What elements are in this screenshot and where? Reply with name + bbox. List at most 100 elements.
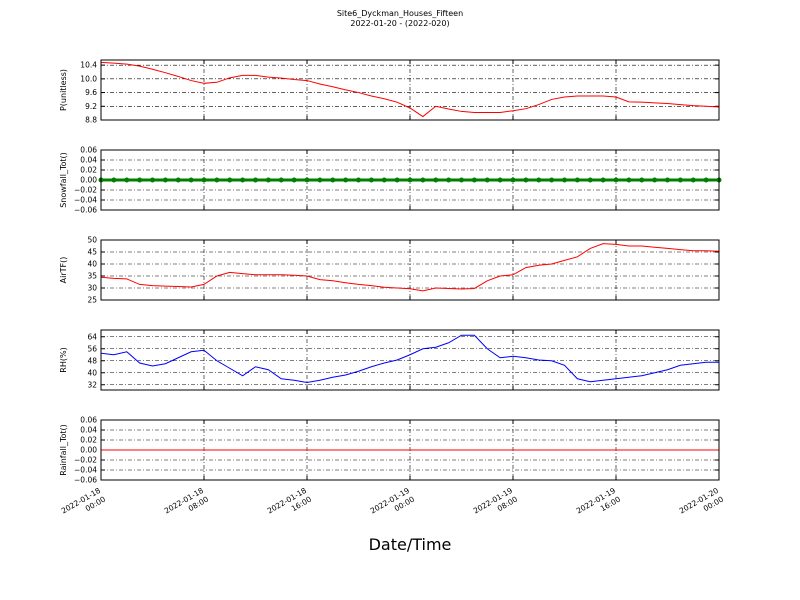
y-tick-label: 64 xyxy=(87,332,97,341)
series-marker xyxy=(240,177,246,183)
series-marker xyxy=(175,177,181,183)
series-marker xyxy=(677,177,683,183)
series-marker xyxy=(343,177,349,183)
series-marker xyxy=(317,177,323,183)
x-tick-label-text: 2022-01-2000:00 xyxy=(678,486,725,524)
x-tick-label-text: 2022-01-1900:00 xyxy=(369,486,416,524)
series-marker xyxy=(150,177,155,183)
x-tick-label: 2022-01-1908:00 xyxy=(472,486,519,524)
series-marker xyxy=(562,177,567,183)
y-tick-label: −0.04 xyxy=(74,466,97,475)
y-tick-label: 0.00 xyxy=(80,176,97,185)
series-marker xyxy=(613,177,619,183)
y-tick-label: 56 xyxy=(87,344,97,353)
series-marker xyxy=(459,177,464,183)
y-tick-label: 0.06 xyxy=(80,146,97,155)
series-marker xyxy=(394,177,400,183)
series-marker xyxy=(626,177,632,183)
y-tick-label: 0.00 xyxy=(80,446,97,455)
y-tick-label: 0.02 xyxy=(80,166,97,175)
series-marker xyxy=(510,177,516,183)
y-tick-label: 9.2 xyxy=(85,102,97,111)
chart-subtitle: 2022-01-20 - (2022-020) xyxy=(350,19,449,28)
y-tick-label: −0.02 xyxy=(74,186,97,195)
series-marker xyxy=(574,177,580,183)
series-marker xyxy=(549,177,555,183)
x-tick-label-text: 2022-01-1908:00 xyxy=(472,486,519,524)
y-tick-label: −0.02 xyxy=(74,456,97,465)
x-tick-label-text: 2022-01-1808:00 xyxy=(163,486,210,524)
y-tick-label: 9.6 xyxy=(85,88,97,97)
series-marker xyxy=(523,177,529,183)
y-tick-label: −0.04 xyxy=(74,196,97,205)
y-axis-label: Snowfall_Tot() xyxy=(59,152,68,208)
y-tick-label: 32 xyxy=(87,380,97,389)
y-tick-label: 35 xyxy=(87,272,97,281)
series-marker xyxy=(124,177,130,183)
plot-frame xyxy=(100,239,720,301)
series-marker xyxy=(201,177,207,183)
chart-title: Site6_Dyckman_Houses_Fifteen xyxy=(337,9,463,18)
y-axis-label: AirTF() xyxy=(59,257,68,284)
series-line xyxy=(100,61,720,118)
y-tick-label: −0.06 xyxy=(74,476,97,485)
series-marker xyxy=(368,177,374,183)
series-marker xyxy=(214,177,220,183)
y-tick-label: −0.06 xyxy=(74,206,97,215)
y-tick-label: 40 xyxy=(87,260,97,269)
x-tick-label-text: 2022-01-1800:00 xyxy=(60,486,107,524)
series-line xyxy=(100,243,720,292)
x-tick-label: 2022-01-2000:00 xyxy=(678,486,725,524)
y-tick-label: 40 xyxy=(87,368,97,377)
series-marker xyxy=(407,177,413,183)
series-marker xyxy=(253,177,258,183)
x-tick-label: 2022-01-1800:00 xyxy=(60,486,107,524)
series-marker xyxy=(471,177,477,183)
plot-frame xyxy=(100,329,720,391)
y-tick-label: 10.4 xyxy=(80,61,97,70)
y-tick-label: 0.06 xyxy=(80,416,97,425)
series-marker xyxy=(111,177,117,183)
y-tick-label: 30 xyxy=(87,284,97,293)
plot-frame xyxy=(100,59,720,121)
series-marker xyxy=(433,177,439,183)
x-tick-label-text: 2022-01-1816:00 xyxy=(266,486,313,524)
x-axis-label: Date/Time xyxy=(369,535,452,554)
y-tick-label: 0.04 xyxy=(80,426,97,435)
series-marker xyxy=(188,177,194,183)
y-axis-label: RH(%) xyxy=(59,347,68,372)
series-marker xyxy=(639,177,645,183)
y-tick-label: 25 xyxy=(87,296,97,305)
series-marker xyxy=(652,177,658,183)
plot-frame xyxy=(100,149,720,211)
y-tick-label: 45 xyxy=(87,248,97,257)
x-tick-label: 2022-01-1900:00 xyxy=(369,486,416,524)
series-marker xyxy=(497,177,503,183)
series-marker xyxy=(265,177,271,183)
y-tick-label: 10.0 xyxy=(80,74,97,83)
x-tick-label: 2022-01-1916:00 xyxy=(575,486,622,524)
series-marker xyxy=(703,177,709,183)
series-marker xyxy=(587,177,593,183)
series-marker xyxy=(278,177,284,183)
y-tick-label: 0.02 xyxy=(80,436,97,445)
y-tick-label: 50 xyxy=(87,236,97,245)
series-marker xyxy=(446,177,452,183)
y-axis-label: Rainfall_Tot() xyxy=(59,424,68,476)
y-tick-label: 48 xyxy=(87,356,97,365)
series-marker xyxy=(356,177,361,183)
x-tick-label-text: 2022-01-1916:00 xyxy=(575,486,622,524)
series-line xyxy=(100,334,719,384)
series-marker xyxy=(304,177,310,183)
plot-frame xyxy=(100,419,720,481)
series-marker xyxy=(227,177,233,183)
x-tick-label: 2022-01-1816:00 xyxy=(266,486,313,524)
series-marker xyxy=(484,177,490,183)
series-marker xyxy=(600,177,606,183)
x-tick-label: 2022-01-1808:00 xyxy=(163,486,210,524)
series-marker xyxy=(291,177,297,183)
y-tick-label: 8.8 xyxy=(85,116,97,125)
series-marker xyxy=(381,177,387,183)
series-marker xyxy=(690,177,696,183)
